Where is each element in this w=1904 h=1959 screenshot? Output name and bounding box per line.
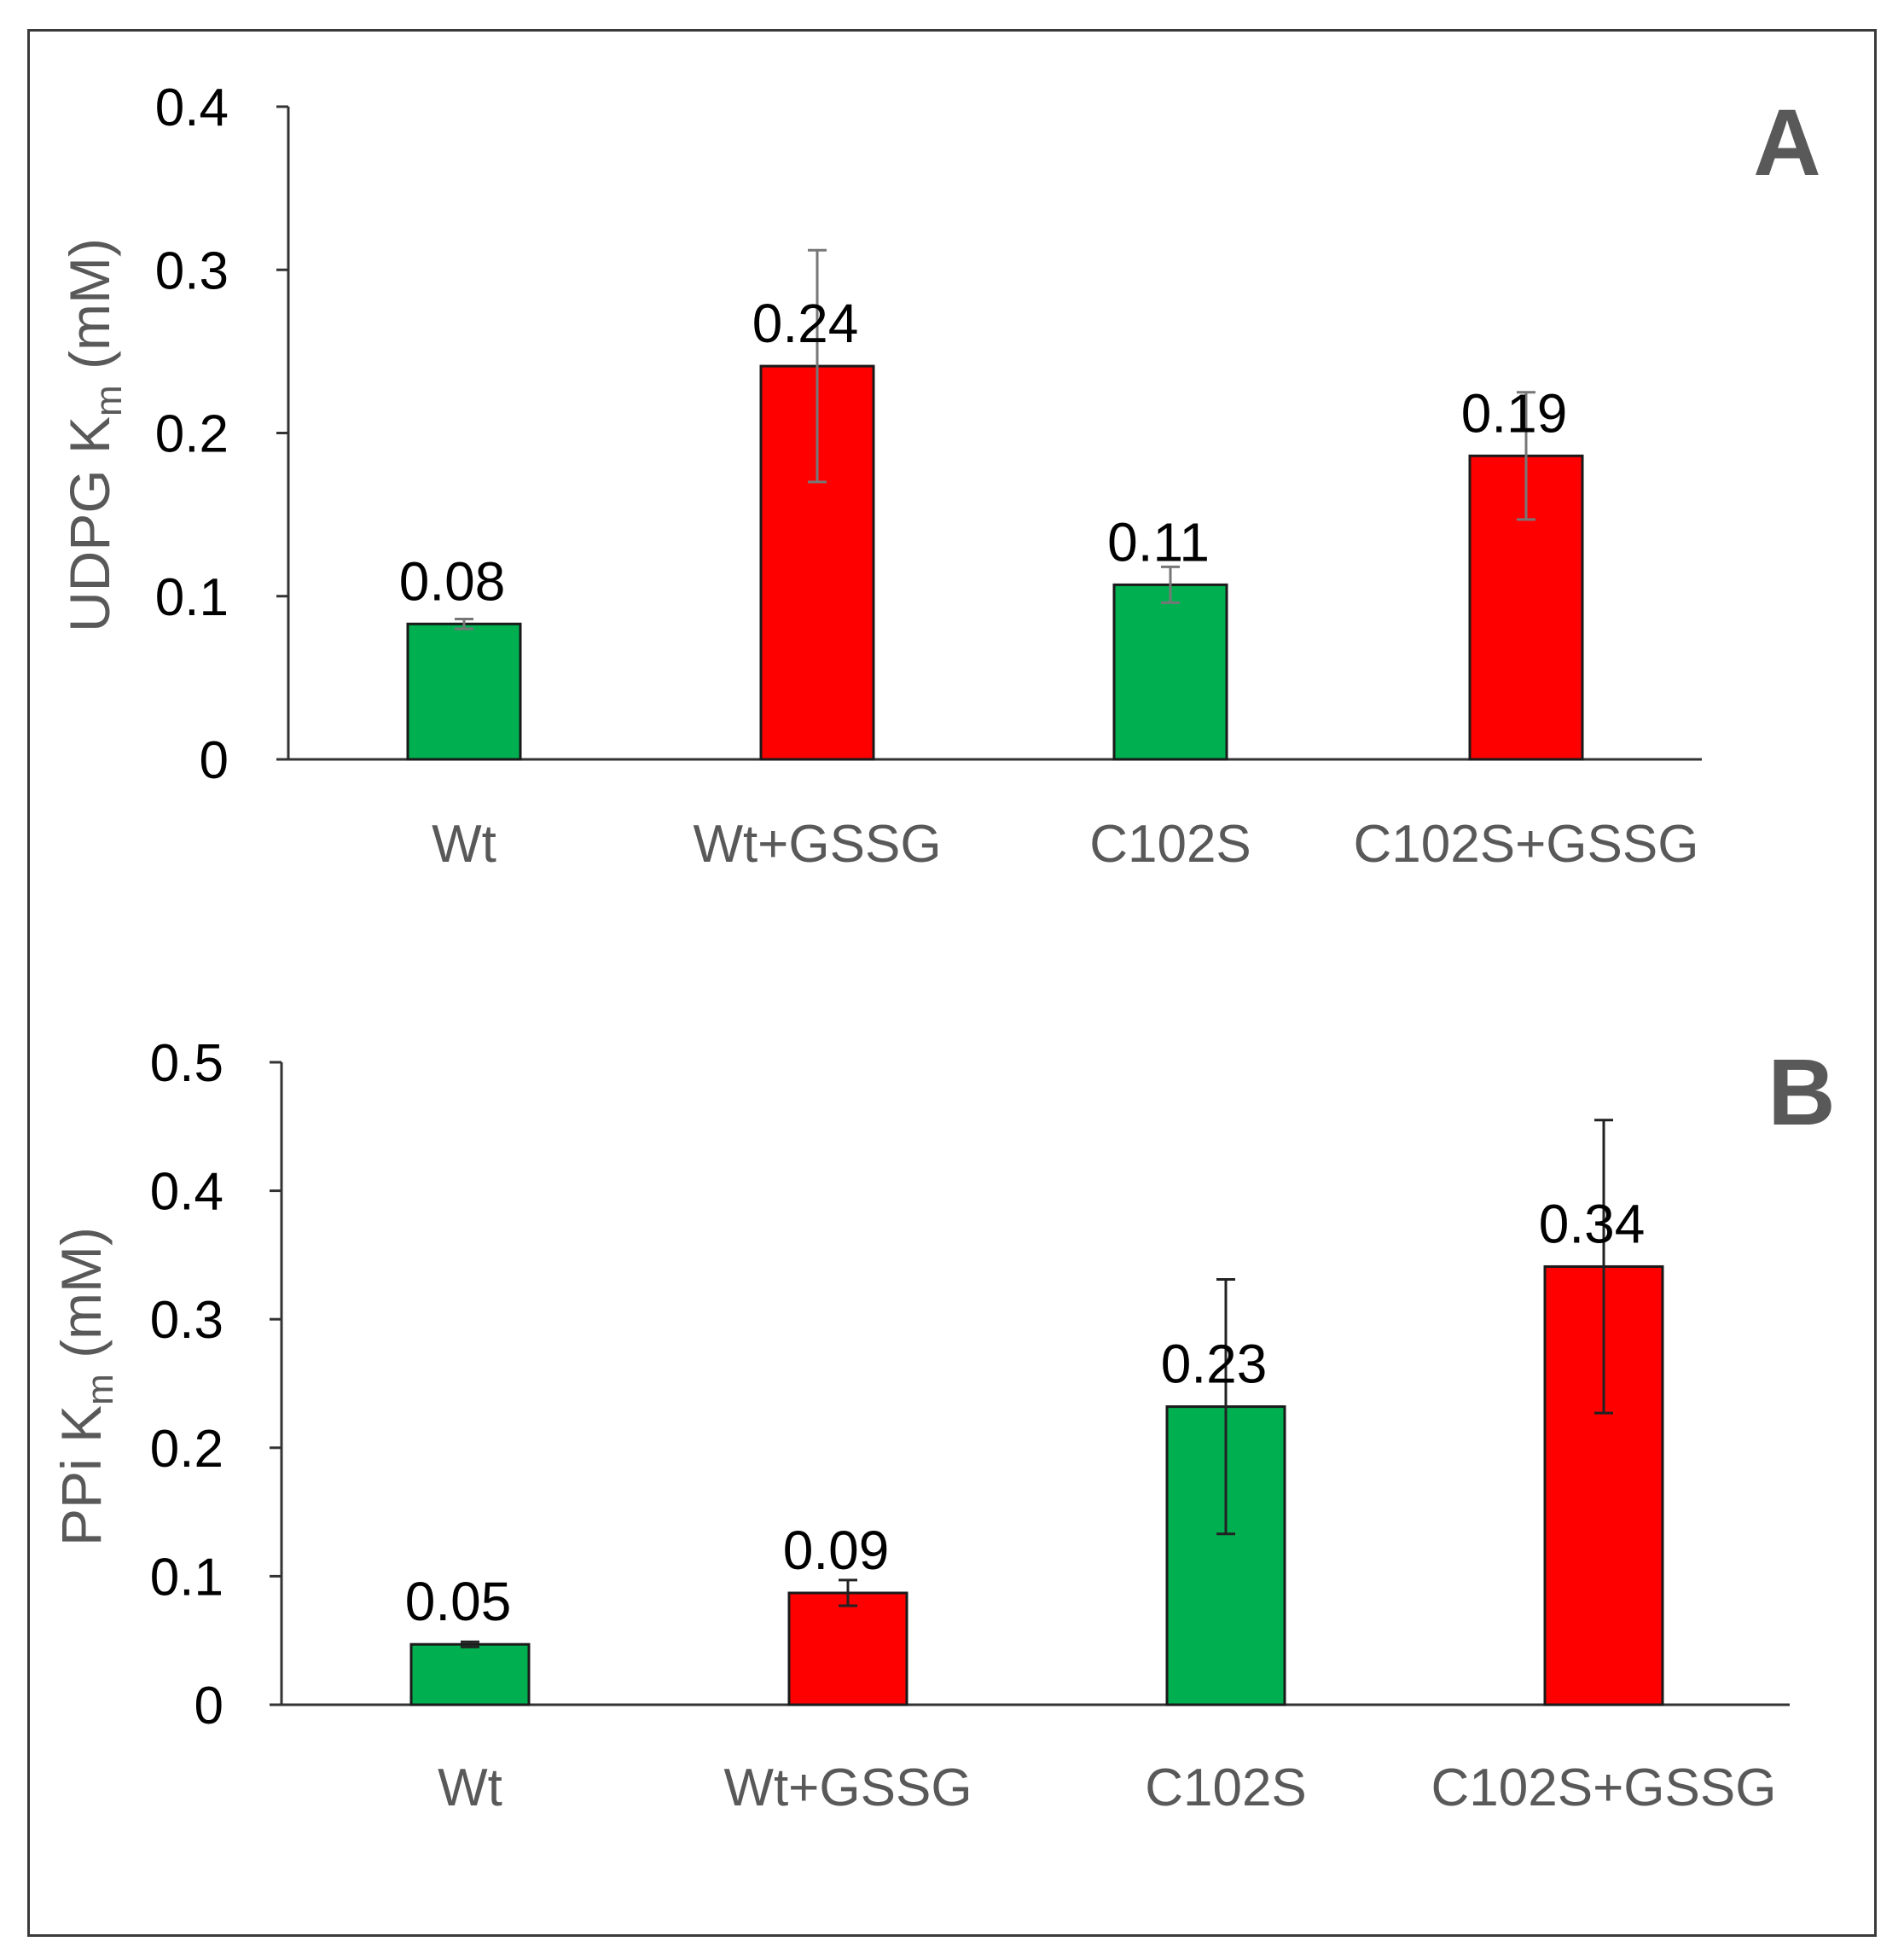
panel-a-bar bbox=[406, 622, 522, 761]
panel-b-data-label: 0.34 bbox=[1539, 1193, 1646, 1254]
panel-b-bar bbox=[787, 1591, 908, 1706]
panel-b-data-label: 0.05 bbox=[405, 1571, 512, 1632]
panel-b-y-tick-label: 0.2 bbox=[150, 1420, 223, 1479]
panel-b-y-tick-label: 0.1 bbox=[150, 1548, 223, 1607]
panel-a-data-label: 0.19 bbox=[1461, 382, 1568, 444]
panel-a-y-axis-title: UDPG Km (mM) bbox=[58, 238, 130, 632]
panel-b-bar bbox=[409, 1642, 531, 1706]
panel-b-data-label: 0.09 bbox=[783, 1520, 890, 1581]
panel-b-category-label: C102S bbox=[1145, 1758, 1307, 1817]
panel-b-letter: B bbox=[1768, 1040, 1835, 1145]
panel-b-category-label: Wt bbox=[438, 1758, 502, 1817]
panel-b-y-tick-label: 0.4 bbox=[150, 1163, 223, 1222]
panel-a-category-label: C102S+GSSG bbox=[1354, 815, 1699, 874]
panel-b-y-tick-label: 0.3 bbox=[150, 1291, 223, 1350]
panel-b-y-tick-label: 0 bbox=[194, 1677, 223, 1735]
panel-b-category-label: Wt+GSSG bbox=[723, 1758, 972, 1817]
panel-a-y-tick-label: 0 bbox=[200, 731, 229, 790]
panel-a-y-tick-label: 0.4 bbox=[155, 78, 229, 137]
panel-a-y-tick-label: 0.1 bbox=[155, 568, 229, 627]
panel-a-data-label: 0.11 bbox=[1107, 511, 1210, 573]
panel-a-category-label: Wt+GSSG bbox=[693, 815, 941, 874]
panel-a-category-label: C102S bbox=[1089, 815, 1251, 874]
panel-a-category-label: Wt bbox=[432, 815, 496, 874]
panel-b-y-tick-label: 0.5 bbox=[150, 1034, 223, 1093]
panel-b-data-label: 0.23 bbox=[1161, 1334, 1268, 1395]
panel-a-y-tick-label: 0.2 bbox=[155, 405, 229, 464]
panel-a-data-label: 0.24 bbox=[752, 293, 859, 354]
panel-a-data-label: 0.08 bbox=[399, 550, 506, 612]
panel-b-y-axis-title: PPi Km (mM) bbox=[49, 1227, 121, 1546]
panel-b-category-label: C102S+GSSG bbox=[1431, 1758, 1777, 1817]
panel-a-bar bbox=[1112, 583, 1228, 761]
panel-a-letter: A bbox=[1753, 90, 1820, 195]
panel-a-y-tick-label: 0.3 bbox=[155, 241, 229, 300]
